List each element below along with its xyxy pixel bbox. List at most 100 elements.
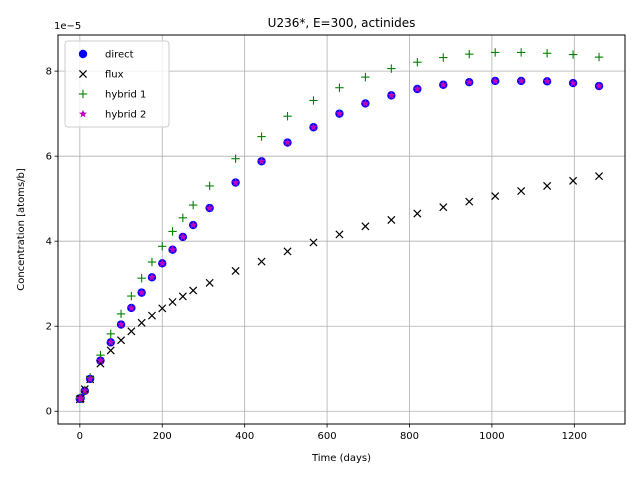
data-point	[106, 329, 115, 339]
data-point	[283, 138, 292, 146]
data-point	[283, 247, 292, 256]
y-tick-label: 2	[46, 322, 52, 333]
legend: direct flux hybrid 1 hybrid 2	[64, 40, 170, 128]
legend-item: flux	[78, 70, 124, 81]
y-axis-offset-label: 1e−5	[54, 21, 81, 32]
data-point	[178, 292, 187, 301]
y-tick-label: 4	[46, 237, 52, 248]
data-point	[257, 157, 266, 165]
data-point	[387, 91, 396, 99]
data-point	[137, 318, 146, 327]
legend-box	[64, 40, 170, 128]
data-point	[158, 304, 167, 313]
data-point	[127, 291, 136, 301]
data-point	[361, 222, 370, 231]
data-point	[231, 178, 240, 186]
y-tick-label: 0	[46, 407, 52, 418]
data-point	[158, 259, 167, 267]
data-point	[147, 273, 156, 281]
data-point	[439, 203, 448, 212]
legend-label: hybrid 2	[105, 110, 146, 121]
legend-item: direct	[78, 49, 134, 61]
data-point	[231, 154, 240, 163]
data-point	[127, 327, 136, 336]
data-point	[147, 257, 157, 267]
x-tick-label: 800	[400, 431, 419, 442]
data-point	[127, 303, 136, 312]
data-point	[595, 81, 604, 90]
data-point	[96, 356, 105, 365]
data-point	[517, 187, 526, 196]
data-point	[413, 209, 422, 218]
data-point	[147, 311, 156, 320]
data-point	[168, 245, 177, 254]
data-point	[569, 78, 578, 87]
data-point	[465, 197, 474, 206]
data-point	[413, 84, 422, 93]
data-point	[205, 278, 214, 287]
y-axis: 0 2 4 6 8	[46, 67, 58, 418]
plot-frame	[57, 34, 626, 425]
data-point	[569, 176, 578, 185]
data-point	[491, 76, 500, 85]
y-axis-label: Concentration [atoms/b]	[16, 168, 27, 291]
data-point	[257, 257, 266, 266]
x-tick-label: 1000	[479, 431, 504, 442]
data-point	[231, 266, 240, 275]
data-point	[205, 203, 214, 212]
legend-marker	[78, 49, 88, 59]
data-point	[439, 80, 448, 89]
data-point	[387, 215, 396, 224]
data-point	[516, 48, 526, 57]
data-point	[178, 232, 187, 241]
data-point	[465, 77, 474, 86]
y-tick-label: 8	[46, 67, 52, 78]
data-point	[309, 96, 318, 105]
data-point	[387, 64, 396, 73]
series-flux	[75, 172, 604, 404]
legend-marker	[79, 109, 87, 118]
x-tick-label: 1200	[562, 431, 587, 442]
data-point	[335, 83, 344, 92]
legend-label: flux	[105, 70, 124, 81]
plot-area	[75, 48, 604, 404]
data-point	[178, 213, 188, 223]
data-point	[76, 393, 85, 402]
data-point	[137, 288, 146, 297]
data-point	[168, 227, 177, 236]
data-point	[490, 48, 500, 57]
data-point	[361, 99, 370, 107]
data-point	[117, 336, 126, 345]
data-point	[168, 297, 177, 307]
data-point	[335, 109, 344, 118]
data-point	[517, 76, 526, 85]
legend-label: hybrid 1	[105, 90, 146, 101]
data-point	[595, 172, 604, 181]
data-point	[309, 238, 318, 247]
x-tick-label: 200	[153, 431, 172, 442]
legend-item: hybrid 2	[79, 110, 146, 121]
data-point	[86, 374, 95, 383]
data-point	[568, 50, 578, 59]
legend-label: direct	[105, 50, 134, 61]
data-point	[465, 49, 474, 59]
x-tick-label: 600	[318, 431, 337, 442]
data-point	[106, 346, 115, 355]
x-tick-label: 400	[235, 431, 254, 442]
data-point	[257, 132, 266, 141]
data-point	[106, 338, 115, 346]
data-point	[543, 181, 552, 190]
data-point	[189, 286, 198, 295]
chart-title: U236*, E=300, actinides	[268, 16, 416, 30]
data-point	[158, 242, 167, 251]
legend-marker	[78, 89, 88, 99]
data-point	[361, 72, 370, 82]
x-tick-label: 0	[77, 431, 83, 442]
data-point	[594, 52, 604, 62]
x-axis: 0 200 400 600 800 1000 1200	[77, 424, 587, 442]
data-point	[543, 77, 552, 85]
data-point	[542, 49, 552, 58]
series-hybrid-2	[75, 76, 604, 403]
x-axis-label: Time (days)	[311, 453, 371, 464]
